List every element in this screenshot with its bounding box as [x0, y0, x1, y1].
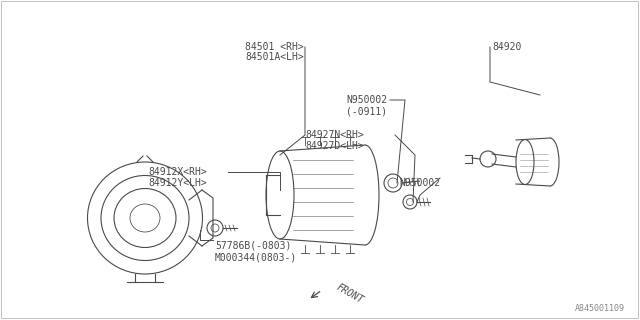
- Text: N950002: N950002: [346, 95, 387, 105]
- Text: A845001109: A845001109: [575, 304, 625, 313]
- Text: 84501 <RH>: 84501 <RH>: [245, 42, 304, 52]
- Text: 84927N<RH>: 84927N<RH>: [305, 130, 364, 140]
- Text: (-0911): (-0911): [346, 106, 387, 116]
- Text: 84920: 84920: [492, 42, 522, 52]
- Text: 84501A<LH>: 84501A<LH>: [245, 52, 304, 62]
- Text: 84912Y<LH>: 84912Y<LH>: [148, 178, 207, 188]
- Text: 57786B(-0803): 57786B(-0803): [215, 240, 291, 250]
- Text: N950002: N950002: [399, 178, 440, 188]
- Text: M000344(0803-): M000344(0803-): [215, 252, 297, 262]
- Text: FRONT: FRONT: [335, 282, 365, 305]
- Text: 84912X<RH>: 84912X<RH>: [148, 167, 207, 177]
- Text: 84927D<LH>: 84927D<LH>: [305, 141, 364, 151]
